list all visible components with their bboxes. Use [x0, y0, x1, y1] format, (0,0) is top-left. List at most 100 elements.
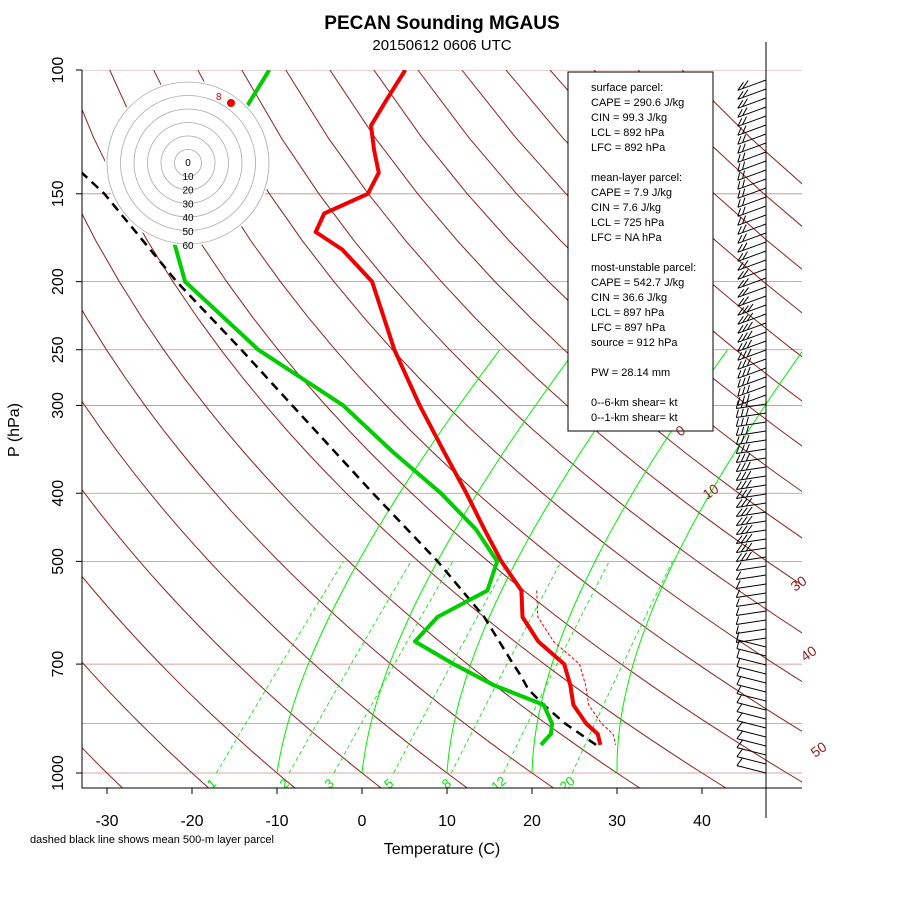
- wind-barb-staff: [736, 756, 767, 765]
- wind-barb-feather: [736, 721, 744, 730]
- wind-barb-staff: [736, 720, 767, 729]
- wind-barb-feather: [742, 80, 749, 89]
- wind-barb-feather: [735, 454, 741, 463]
- wind-barb-feather: [746, 312, 754, 322]
- hodograph-ring: [106, 81, 270, 245]
- wind-barb-feather: [735, 562, 742, 571]
- wind-barb-staff: [736, 547, 767, 553]
- dry-adiabat-line: [82, 661, 209, 788]
- wind-barb-feather: [735, 499, 743, 508]
- wind-barb-staff: [736, 574, 767, 580]
- wind-barb-feather: [735, 427, 740, 436]
- hodograph-ring-label: 50: [182, 227, 194, 238]
- wind-barb-staff: [736, 729, 767, 738]
- surface-cin: CIN = 99.3 J/kg: [591, 112, 667, 124]
- wind-barb-feather: [737, 334, 744, 343]
- wind-barb-feather: [735, 445, 740, 454]
- wind-barb-feather: [735, 589, 741, 598]
- wind-barb-feather: [740, 417, 744, 426]
- wind-barb-feather: [735, 544, 743, 553]
- wind-barb-feather: [745, 533, 753, 543]
- y-tick-label: 300: [50, 392, 67, 419]
- wind-barb-feather: [735, 598, 740, 607]
- temperature-profile-line: [313, 70, 603, 746]
- wind-barb-feather: [737, 352, 743, 361]
- wind-barb-feather: [742, 260, 749, 269]
- wind-barb-feather: [737, 136, 742, 145]
- y-tick-label: 200: [50, 268, 67, 295]
- hodograph-ring: [174, 149, 202, 177]
- wind-barb-feather: [737, 91, 744, 100]
- virtual-temperature-line: [536, 590, 617, 746]
- wind-barb-feather: [742, 314, 749, 323]
- dry-adiabat-line: [197, 70, 802, 683]
- wind-barb-feather: [746, 357, 752, 367]
- mean-cin: CIN = 7.6 J/kg: [591, 202, 661, 214]
- wind-barb-staff: [736, 675, 767, 684]
- wind-barb-feather: [745, 542, 753, 552]
- x-tick-label: 40: [693, 813, 711, 830]
- y-axis-ticks: 100 150 200 250 300 400 500 700 1000: [50, 57, 82, 791]
- y-tick-label: 400: [50, 480, 67, 507]
- dry-adiabat-line: [153, 70, 802, 732]
- wind-barb-feather: [736, 631, 740, 640]
- wind-barb-staff: [736, 430, 767, 436]
- wind-barb-feather: [742, 98, 748, 107]
- wind-barb-feather: [735, 517, 743, 526]
- wind-barb-staff: [736, 457, 767, 463]
- y-tick-label: 150: [50, 180, 67, 207]
- wind-barb-feather: [736, 730, 744, 739]
- wind-barb-feather: [742, 233, 747, 242]
- wind-barb-feather: [745, 479, 752, 489]
- hodograph-background: [105, 80, 271, 246]
- y-tick-label: 1000: [50, 755, 67, 791]
- wind-barb-feather: [737, 280, 745, 289]
- wind-barb-feather: [742, 179, 745, 188]
- wind-barb-feather: [740, 489, 748, 498]
- wind-barb-feather: [737, 172, 741, 181]
- surface-lfc: LFC = 892 hPa: [591, 142, 666, 154]
- mixing-ratio-line: [571, 561, 673, 774]
- mu-lfc: LFC = 897 hPa: [591, 322, 666, 334]
- wind-barb-feather: [745, 407, 749, 417]
- wind-barb-feather: [746, 375, 751, 385]
- x-tick-label: 10: [438, 813, 456, 830]
- wind-barb-feather: [742, 377, 746, 386]
- wind-barb-staff: [736, 765, 767, 774]
- wind-barb-staff: [736, 610, 767, 616]
- dry-adiabat-line: [82, 488, 382, 788]
- wind-barb-feather: [742, 242, 748, 251]
- x-tick-label: 20: [523, 813, 541, 830]
- wind-barb-feather: [737, 379, 741, 388]
- dry-adiabat-line: [241, 70, 802, 634]
- wind-barb-feather: [746, 384, 750, 394]
- hodograph-ring: [120, 95, 256, 231]
- wind-barb-feather: [735, 508, 743, 517]
- wind-barb-feather: [742, 332, 748, 341]
- wind-barb-feather: [742, 134, 747, 143]
- wind-barb-feather: [740, 507, 748, 516]
- mean-cape: CAPE = 7.9 J/kg: [591, 187, 672, 199]
- mu-cape: CAPE = 542.7 J/kg: [591, 277, 684, 289]
- wind-barb-staff: [736, 448, 767, 454]
- shear-0-1km: 0--1-km shear= kt: [591, 412, 678, 424]
- wind-barb-feather: [745, 443, 750, 453]
- wind-barb-staff: [736, 439, 767, 445]
- wind-barb-feather: [737, 118, 743, 127]
- wind-barb-feather: [742, 269, 749, 278]
- wind-barb-feather: [737, 190, 741, 199]
- wind-barb-feather: [746, 339, 753, 349]
- x-axis-ticks: -30 -20 -10 0 10 20 30 40: [95, 788, 711, 830]
- wind-barb-feather: [742, 296, 749, 305]
- mu-source: source = 912 hPa: [591, 337, 678, 349]
- wind-barb-feather: [736, 703, 743, 712]
- wind-barb-staff: [736, 403, 767, 409]
- wind-barb-feather: [736, 649, 740, 658]
- wind-barb-feather: [740, 462, 746, 471]
- wind-barb-feather: [735, 463, 741, 472]
- hodograph-ring: [147, 122, 229, 204]
- wind-barb-feather: [742, 161, 746, 170]
- mixing-ratio-line: [393, 561, 509, 774]
- wind-barb-feather: [742, 368, 746, 377]
